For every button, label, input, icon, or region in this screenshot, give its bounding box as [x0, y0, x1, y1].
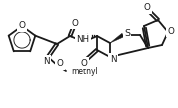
- Text: N: N: [110, 55, 116, 64]
- Text: N: N: [43, 56, 49, 65]
- Text: methyl: methyl: [71, 68, 98, 76]
- Polygon shape: [110, 33, 124, 43]
- Text: O: O: [144, 3, 150, 13]
- Text: O: O: [81, 59, 87, 68]
- Text: S: S: [124, 29, 130, 37]
- Text: NH: NH: [76, 36, 90, 44]
- Text: O: O: [167, 26, 174, 36]
- Text: O: O: [57, 60, 63, 68]
- Text: O: O: [72, 18, 78, 28]
- Text: O: O: [19, 21, 25, 30]
